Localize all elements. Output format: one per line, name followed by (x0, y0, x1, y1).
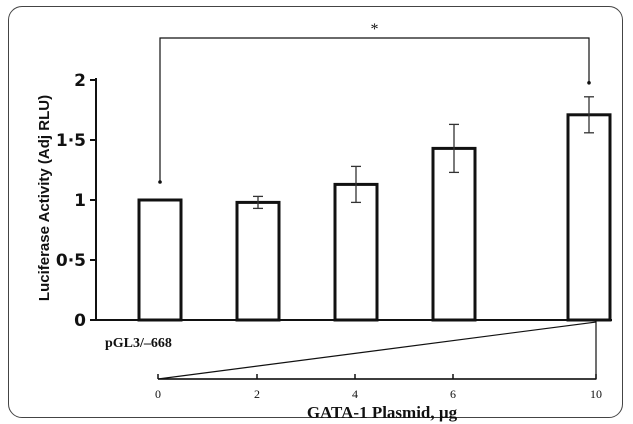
significance-bracket: * (158, 21, 591, 184)
bar-4 (333, 182, 379, 322)
dose-tick-label: 2 (254, 387, 260, 401)
construct-label: pGL3/–668 (105, 336, 172, 351)
dose-tick-label: 10 (590, 387, 602, 401)
bar-10 (566, 113, 612, 322)
dose-tick-label: 4 (352, 387, 358, 401)
y-tick-label: 2 (74, 71, 86, 91)
x-axis-label: GATA-1 Plasmid, µg (307, 403, 458, 422)
bracket-line (159, 37, 590, 182)
significance-star: * (371, 21, 379, 38)
y-tick-label: 0·5 (56, 251, 86, 271)
bar-2 (235, 200, 281, 322)
bars (137, 96, 612, 322)
y-tick-label: 1·5 (56, 131, 86, 151)
dose-tick-label: 0 (155, 387, 161, 401)
y-tick-label: 0 (74, 311, 86, 331)
dose-wedge: 0 2 4 6 10 (155, 321, 602, 401)
dose-tick-label: 6 (450, 387, 456, 401)
y-tick-label: 1 (74, 191, 86, 211)
y-axis-label: Luciferase Activity (Adj RLU) (36, 95, 53, 301)
bracket-end-left (158, 180, 162, 184)
dose-triangle (157, 321, 597, 380)
bar-0 (137, 198, 183, 322)
bracket-end-right (587, 81, 591, 85)
bar-6 (431, 146, 477, 322)
